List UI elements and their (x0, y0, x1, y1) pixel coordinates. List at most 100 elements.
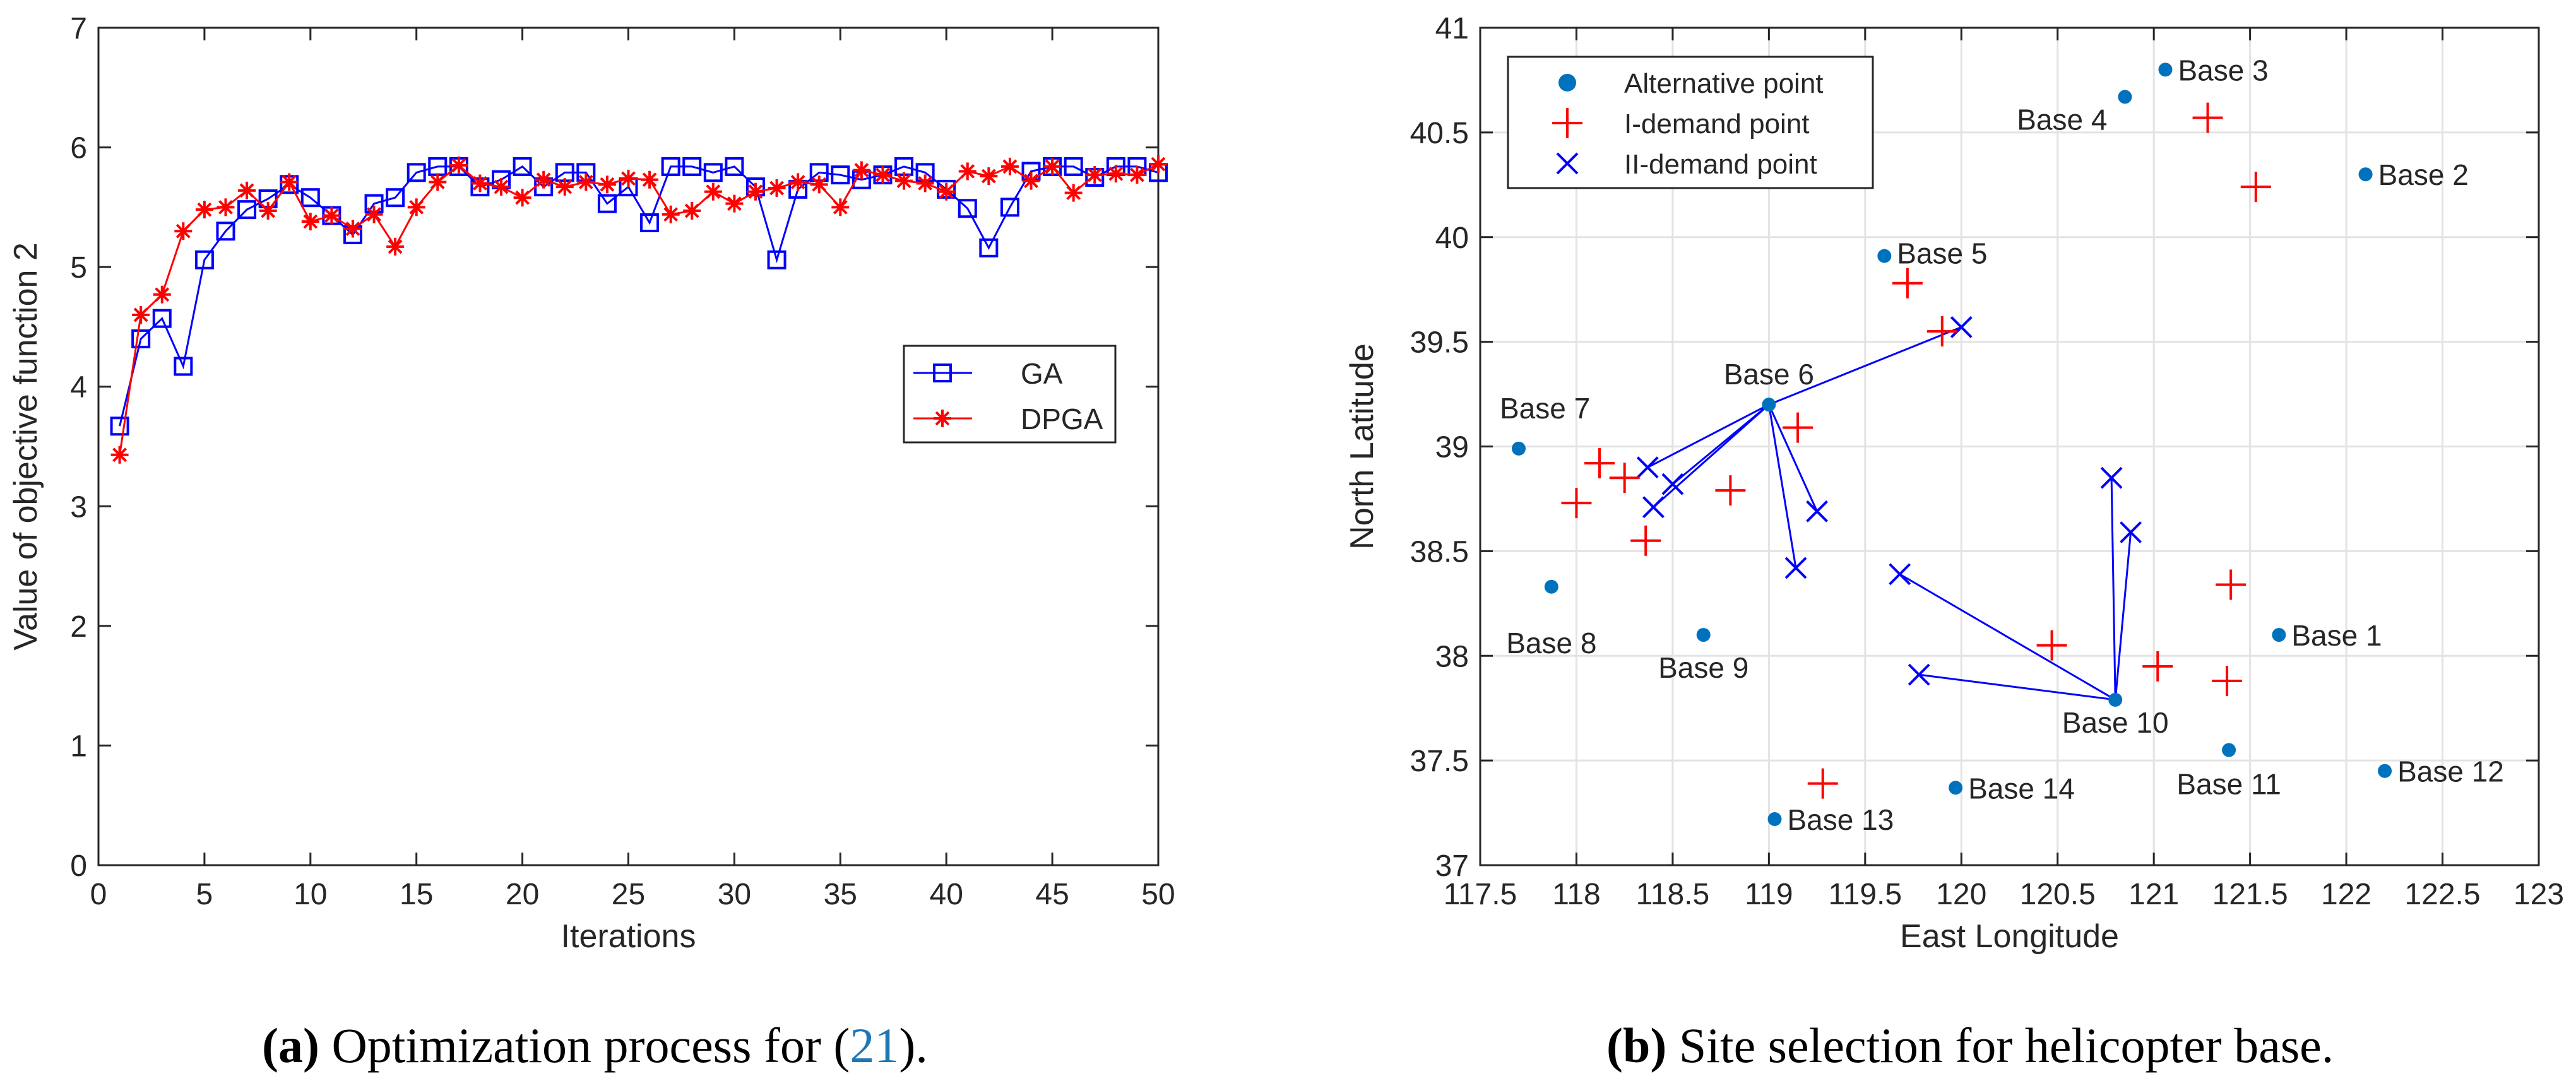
y-axis-label: North Latitude (1344, 343, 1380, 550)
y-tick-label: 6 (70, 132, 87, 165)
data-point-dpga (831, 198, 850, 216)
base-label: Base 14 (1968, 772, 2075, 805)
data-point-ga (979, 238, 999, 257)
legend-box (903, 345, 1117, 444)
y-tick-label: 37 (1435, 849, 1469, 883)
x-tick-label: 118 (1552, 878, 1601, 911)
legend-label-ga: GA (1021, 357, 1063, 390)
legend-marker-dpga (934, 410, 951, 427)
i-demand-point (2240, 172, 2271, 203)
i-demand-point (1630, 525, 1661, 556)
data-point-ga (1064, 157, 1083, 176)
y-tick-label: 3 (70, 490, 87, 524)
caption-a: (a) Optimization process for (21). (262, 1017, 928, 1074)
data-point-dpga (407, 198, 425, 216)
data-point-dpga (1086, 166, 1104, 184)
y-tick-label: 2 (70, 610, 87, 644)
data-point-dpga (641, 170, 659, 189)
legend-marker-ga (933, 363, 952, 382)
x-tick-label: 0 (90, 878, 107, 911)
data-point-dpga (958, 162, 976, 180)
data-point-dpga (725, 194, 744, 213)
data-point-dpga (343, 220, 362, 238)
y-tick-label: 38 (1435, 640, 1469, 673)
data-point-dpga (513, 189, 531, 207)
data-point-dpga (492, 178, 511, 196)
y-axis-label: Value of objective function 2 (8, 242, 44, 651)
assignment-link (2114, 532, 2132, 700)
caption-a-ref[interactable]: 21 (850, 1018, 899, 1073)
data-point-ga (110, 416, 129, 436)
caption-a-end: ). (899, 1018, 928, 1073)
x-tick-label: 121 (2128, 878, 2179, 911)
ii-demand-point (1661, 473, 1684, 495)
legend-marker-i-demand (1552, 108, 1582, 138)
data-point-dpga (916, 174, 934, 192)
base-point (2222, 743, 2236, 757)
base-label: Base 9 (1658, 651, 1748, 684)
data-point-dpga (1064, 184, 1083, 202)
data-point-dpga (1107, 165, 1125, 183)
base-point (2158, 62, 2173, 77)
x-tick-label: 50 (1141, 878, 1175, 911)
data-point-dpga (789, 173, 807, 191)
y-tick-label: 38.5 (1410, 535, 1469, 569)
base-point (2358, 167, 2373, 182)
i-demand-point (1783, 412, 1813, 443)
x-tick-label: 35 (824, 878, 857, 911)
base-label: Base 6 (1724, 358, 1814, 391)
y-tick-label: 39 (1435, 431, 1469, 464)
x-tick-label: 122 (2321, 878, 2371, 911)
assignment-link (1767, 404, 1797, 569)
data-point-dpga (1022, 172, 1040, 190)
x-axis-label: East Longitude (1900, 918, 2119, 955)
caption-b-label: (b) (1606, 1018, 1667, 1073)
x-tick-label: 122.5 (2404, 878, 2480, 911)
y-tick-label: 4 (70, 371, 87, 405)
data-point-dpga (449, 157, 468, 175)
data-point-dpga (365, 205, 383, 223)
ii-demand-point (1636, 456, 1659, 479)
y-tick-label: 40 (1435, 222, 1469, 255)
base-point (2272, 628, 2286, 642)
base-point (1877, 249, 1892, 263)
x-tick-label: 120 (1936, 878, 1986, 911)
y-tick-label: 1 (70, 730, 87, 763)
data-point-dpga (683, 202, 701, 220)
base-point (1762, 398, 1776, 412)
data-point-ga (300, 188, 320, 208)
data-point-ga (216, 222, 235, 241)
data-point-ga (386, 188, 405, 208)
x-tick-label: 119 (1745, 878, 1793, 911)
i-demand-point (1609, 463, 1640, 493)
data-point-dpga (301, 213, 319, 231)
plot-frame (1479, 27, 2540, 866)
x-tick-label: 119.5 (1829, 878, 1902, 911)
data-point-dpga (174, 222, 193, 240)
assignment-link (1899, 573, 2116, 701)
assignment-link (2110, 478, 2116, 700)
data-point-dpga (217, 198, 235, 216)
x-tick-label: 123 (2514, 878, 2564, 911)
data-point-ga (767, 250, 786, 269)
data-point-dpga (598, 175, 616, 194)
base-label: Base 11 (2176, 768, 2281, 801)
base-label: Base 7 (1500, 392, 1590, 425)
data-point-dpga (704, 182, 722, 201)
legend-label: Alternative point (1624, 68, 1824, 99)
data-point-ga (407, 163, 426, 182)
x-axis-label: Iterations (561, 918, 696, 955)
base-label: Base 4 (2017, 103, 2107, 136)
ii-demand-point (1806, 500, 1829, 523)
legend: Alternative point I-demand point II-demand… (1507, 56, 1874, 189)
legend-label: II-demand point (1624, 149, 1817, 180)
base-label: Base 10 (2062, 706, 2169, 739)
data-point-ga (513, 157, 532, 176)
i-demand-point (2212, 666, 2243, 697)
base-point (2118, 90, 2132, 104)
i-demand-point (2142, 651, 2173, 682)
data-point-dpga (195, 201, 213, 219)
data-point-dpga (110, 446, 129, 464)
data-point-dpga (746, 182, 764, 201)
y-tick-label: 37.5 (1410, 745, 1469, 778)
